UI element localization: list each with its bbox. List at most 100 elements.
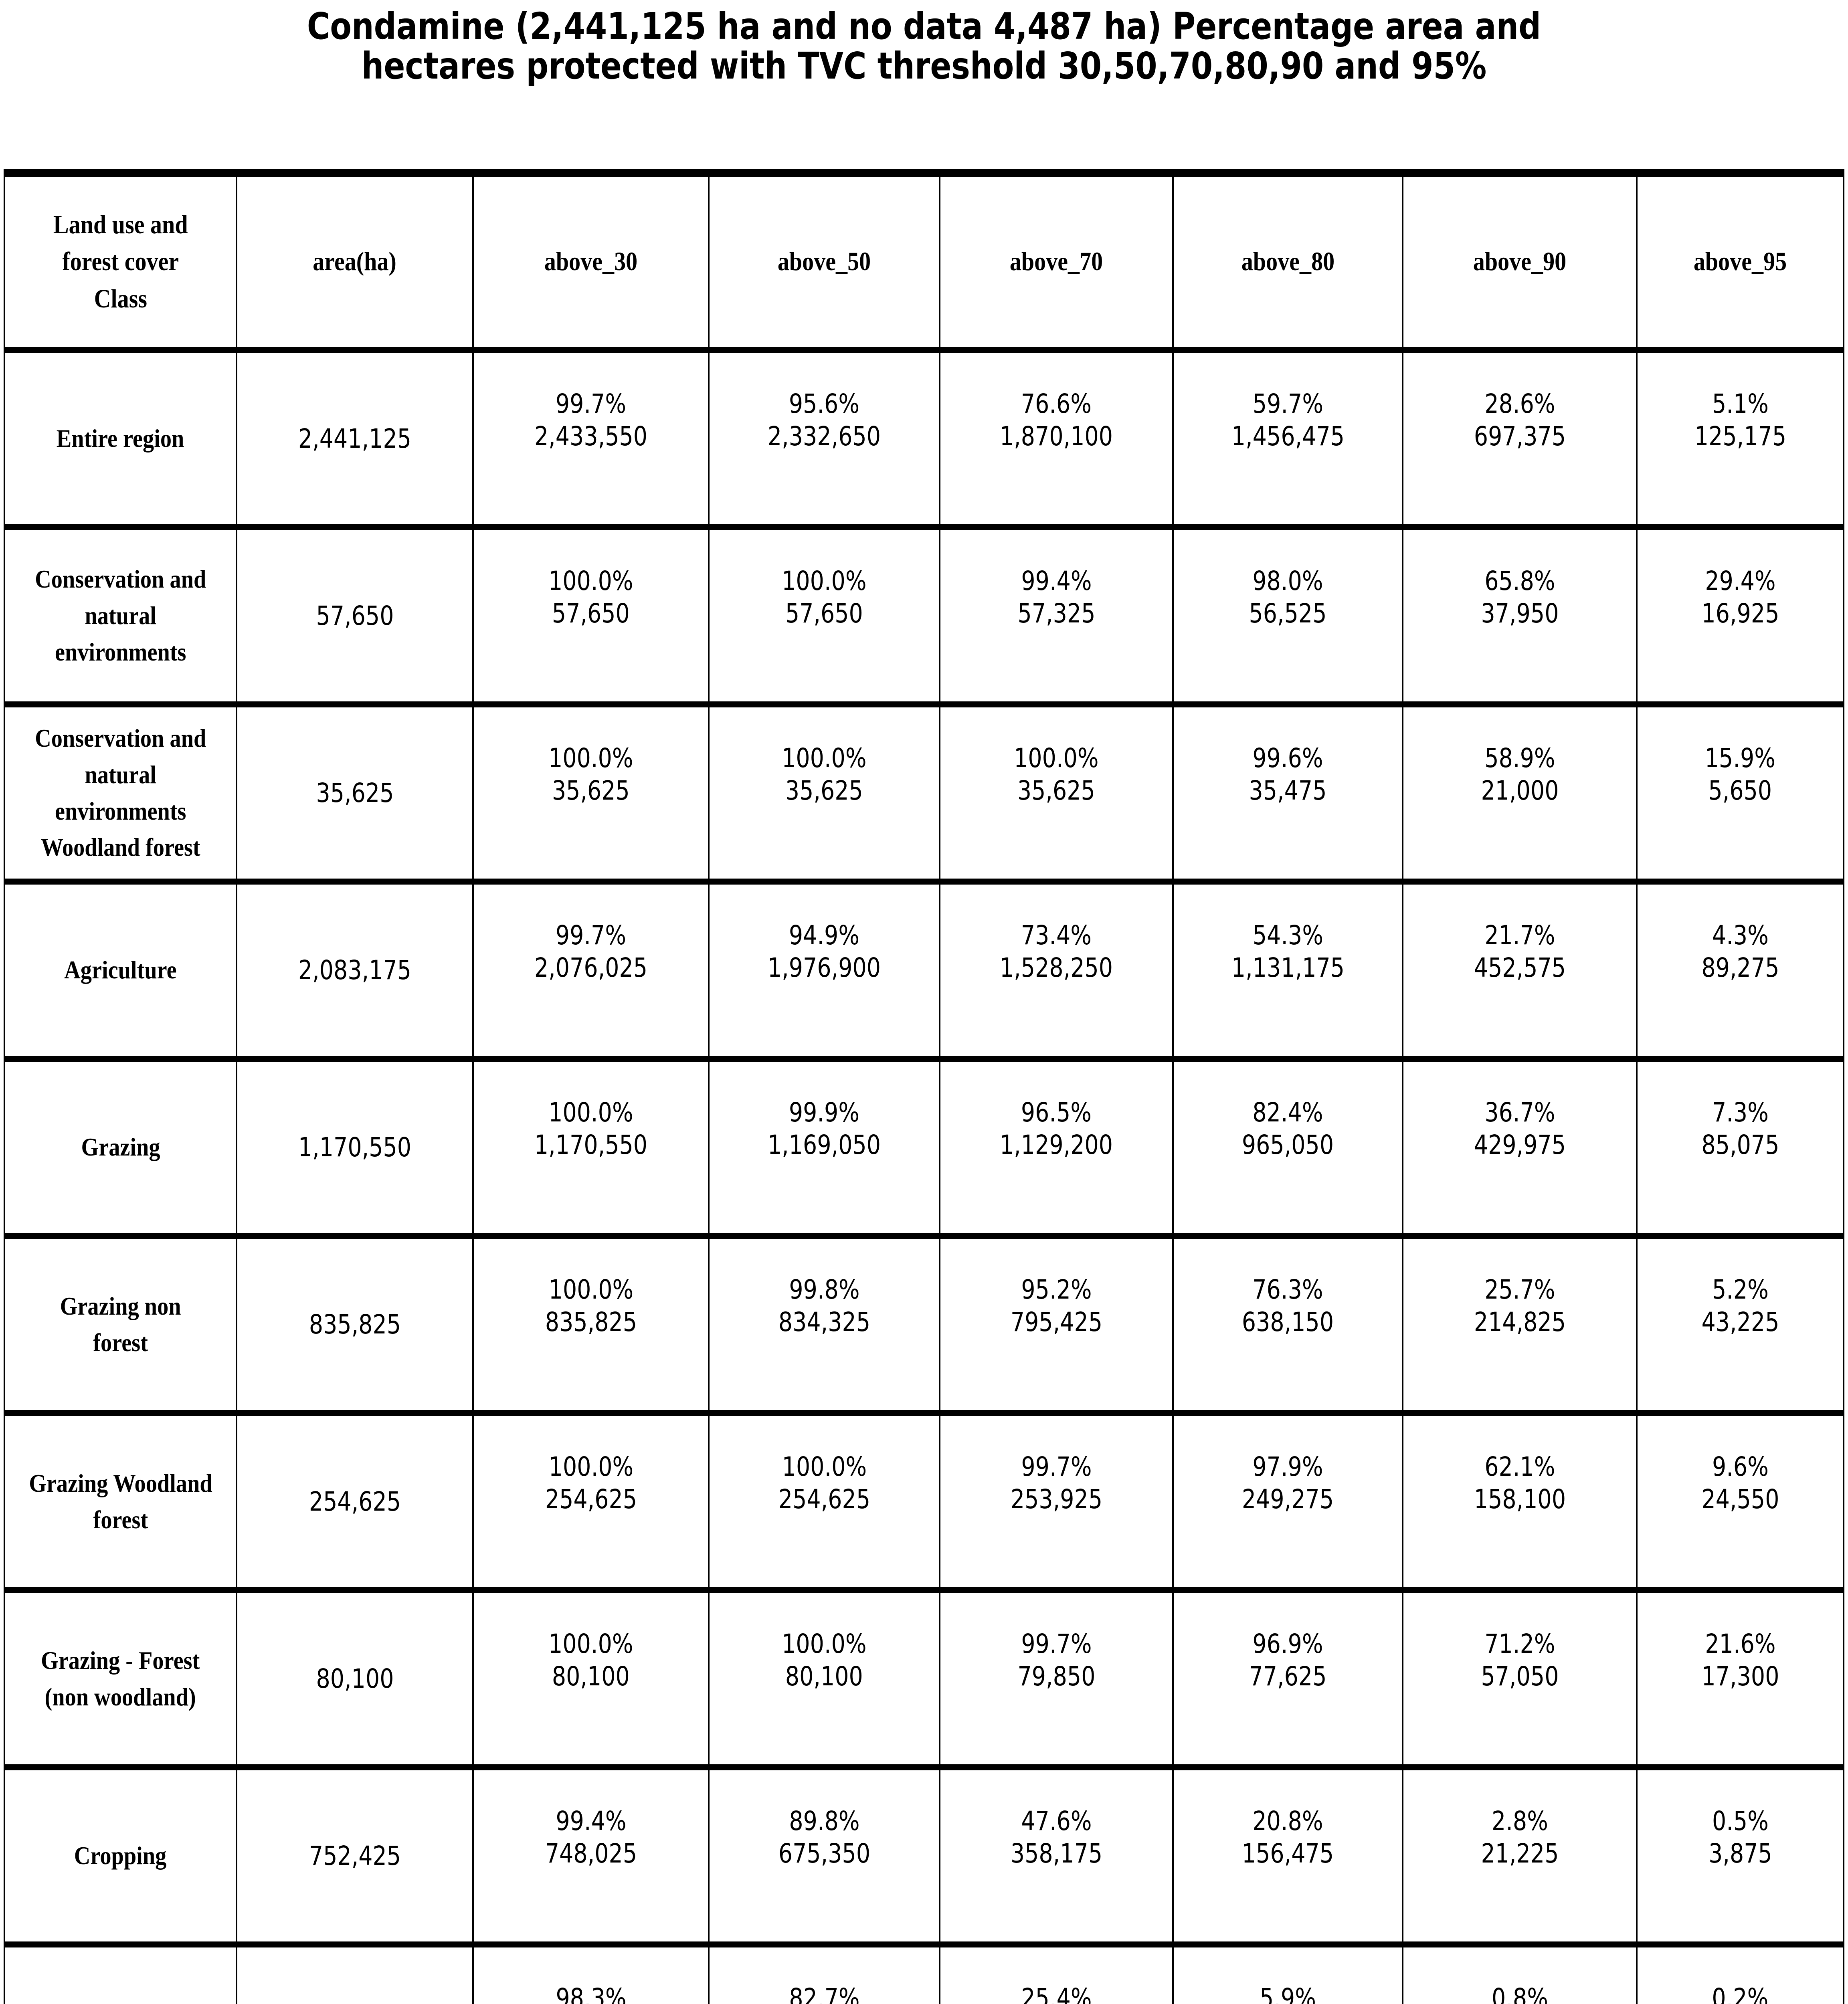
threshold-cell: 36.7% 429,975 — [1474, 1097, 1565, 1161]
percent-value: 0.5% — [1712, 1805, 1769, 1836]
hectares-value: 57,650 — [552, 598, 630, 629]
hectares-value: 24,550 — [1701, 1483, 1779, 1515]
table-cell: 99.8% 834,325 — [710, 1239, 940, 1416]
hectares-value: 156,475 — [1241, 1838, 1334, 1869]
table-cell: 58.9% 21,000 — [1403, 707, 1638, 885]
header-cell: above_30 — [474, 177, 710, 353]
threshold-cell: 62.1% 158,100 — [1474, 1451, 1565, 1515]
row-label: Agriculture — [64, 956, 177, 984]
percent-value: 65.8% — [1484, 565, 1555, 596]
threshold-cell: 99.6% 35,475 — [1249, 742, 1327, 807]
threshold-cell: 99.7% 253,925 — [1010, 1451, 1102, 1515]
hectares-value: 2,076,025 — [534, 952, 648, 983]
percent-value: 29.4% — [1704, 565, 1776, 596]
percent-value: 99.9% — [789, 1097, 860, 1128]
threshold-cell: 100.0% 57,650 — [782, 565, 866, 630]
table-cell: 57,650 — [237, 530, 474, 707]
threshold-cell: 25.4%40,625 — [1017, 1982, 1095, 2004]
table-cell: 99.9% 1,169,050 — [710, 1062, 940, 1239]
threshold-cell: 76.3% 638,150 — [1242, 1274, 1334, 1338]
hectares-value: 795,425 — [1010, 1306, 1102, 1337]
table-cell: 1,170,550 — [237, 1062, 474, 1239]
percent-value: 99.6% — [1252, 742, 1323, 774]
percent-value: 5.2% — [1712, 1274, 1769, 1305]
table-cell: 54.3% 1,131,175 — [1174, 885, 1403, 1062]
header-cell: above_70 — [940, 177, 1174, 353]
percent-value: 54.3% — [1252, 919, 1323, 951]
percent-value: 96.9% — [1252, 1628, 1323, 1659]
hectares-value: 43,225 — [1701, 1306, 1779, 1337]
percent-value: 94.9% — [789, 919, 860, 951]
threshold-cell: 89.8% 675,350 — [778, 1805, 870, 1870]
column-header: above_30 — [544, 247, 638, 277]
table-cell: 29.4% 16,925 — [1638, 530, 1843, 707]
percent-value: 99.4% — [555, 1805, 627, 1836]
hectares-value: 35,475 — [1249, 775, 1327, 806]
threshold-cell: 96.9% 77,625 — [1249, 1628, 1327, 1693]
table-cell: 99.6% 35,475 — [1174, 707, 1403, 885]
hectares-value: 89,275 — [1701, 952, 1779, 983]
table-cell: 21.6% 17,300 — [1638, 1593, 1843, 1770]
table-cell: 5.9%9,450 — [1174, 1947, 1403, 2004]
percent-value: 98.3% — [555, 1982, 627, 2004]
hectares-value: 57,050 — [1481, 1661, 1559, 1692]
hectares-value: 2,433,550 — [534, 420, 648, 452]
percent-value: 7.3% — [1712, 1097, 1769, 1128]
percent-value: 97.9% — [1252, 1451, 1323, 1482]
table-cell: Agriculture — [5, 885, 237, 1062]
percent-value: 82.4% — [1252, 1097, 1323, 1128]
percent-value: 71.2% — [1484, 1628, 1555, 1659]
percent-value: 20.8% — [1252, 1805, 1323, 1836]
percent-value: 100.0% — [548, 1628, 633, 1659]
table-cell: 100.0% 57,650 — [474, 530, 710, 707]
threshold-cell: 99.7% 79,850 — [1017, 1628, 1095, 1693]
area-value: 1,170,550 — [298, 1131, 412, 1163]
hectares-value: 80,100 — [785, 1661, 863, 1692]
hectares-value: 1,870,100 — [999, 420, 1113, 452]
table-cell: Grazing Woodland forest — [5, 1416, 237, 1593]
table-cell: 2,441,125 — [237, 353, 474, 530]
percent-value: 89.8% — [789, 1805, 860, 1836]
threshold-cell: 7.3% 85,075 — [1701, 1097, 1779, 1161]
table-cell: Conservation and natural environments Wo… — [5, 707, 237, 885]
percent-value: 99.7% — [555, 919, 627, 951]
threshold-cell: 28.6% 697,375 — [1474, 388, 1565, 453]
table-cell: 99.7% 2,076,025 — [474, 885, 710, 1062]
threshold-cell: 76.6% 1,870,100 — [1000, 388, 1113, 453]
threshold-cell: 0.2%325 — [1712, 1982, 1769, 2004]
threshold-cell: 100.0% 35,625 — [1014, 742, 1098, 807]
hectares-value: 638,150 — [1241, 1306, 1334, 1337]
hectares-value: 56,525 — [1249, 598, 1327, 629]
header-cell: Land use and forest cover Class — [5, 177, 237, 353]
table-cell: Cropping — [5, 1770, 237, 1947]
threshold-cell: 100.0% 254,625 — [778, 1451, 870, 1515]
table-cell: 89.8% 675,350 — [710, 1770, 940, 1947]
column-header: above_95 — [1693, 247, 1787, 277]
hectares-value: 429,975 — [1474, 1129, 1566, 1160]
row-label: Grazing non forest — [60, 1291, 181, 1357]
row-label: Grazing - Forest (non woodland) — [41, 1646, 200, 1711]
hectares-value: 675,350 — [778, 1838, 870, 1869]
threshold-cell: 100.0% 80,100 — [548, 1628, 633, 1693]
hectares-value: 1,528,250 — [999, 952, 1113, 983]
threshold-cell: 21.7% 452,575 — [1474, 919, 1565, 984]
hectares-value: 249,275 — [1241, 1483, 1334, 1515]
threshold-cell: 97.9% 249,275 — [1242, 1451, 1334, 1515]
table-cell: 100.0% 35,625 — [940, 707, 1174, 885]
threshold-cell: 21.6% 17,300 — [1701, 1628, 1779, 1693]
hectares-value: 17,300 — [1701, 1661, 1779, 1692]
table-cell: 0.8%1,350 — [1403, 1947, 1638, 2004]
table-cell: 254,625 — [237, 1416, 474, 1593]
row-label: Grazing — [81, 1133, 160, 1162]
hectares-value: 835,825 — [545, 1306, 637, 1337]
threshold-cell: 99.4% 748,025 — [545, 1805, 637, 1870]
column-header: above_70 — [1009, 247, 1103, 277]
table-cell: 835,825 — [237, 1239, 474, 1416]
percent-value: 28.6% — [1484, 388, 1555, 419]
row-label: Entire region — [57, 424, 184, 453]
percent-value: 100.0% — [782, 1628, 867, 1659]
table-cell: Grazing — [5, 1062, 237, 1239]
percent-value: 59.7% — [1252, 388, 1323, 419]
threshold-cell: 4.3% 89,275 — [1701, 919, 1779, 984]
percent-value: 99.7% — [555, 388, 627, 419]
